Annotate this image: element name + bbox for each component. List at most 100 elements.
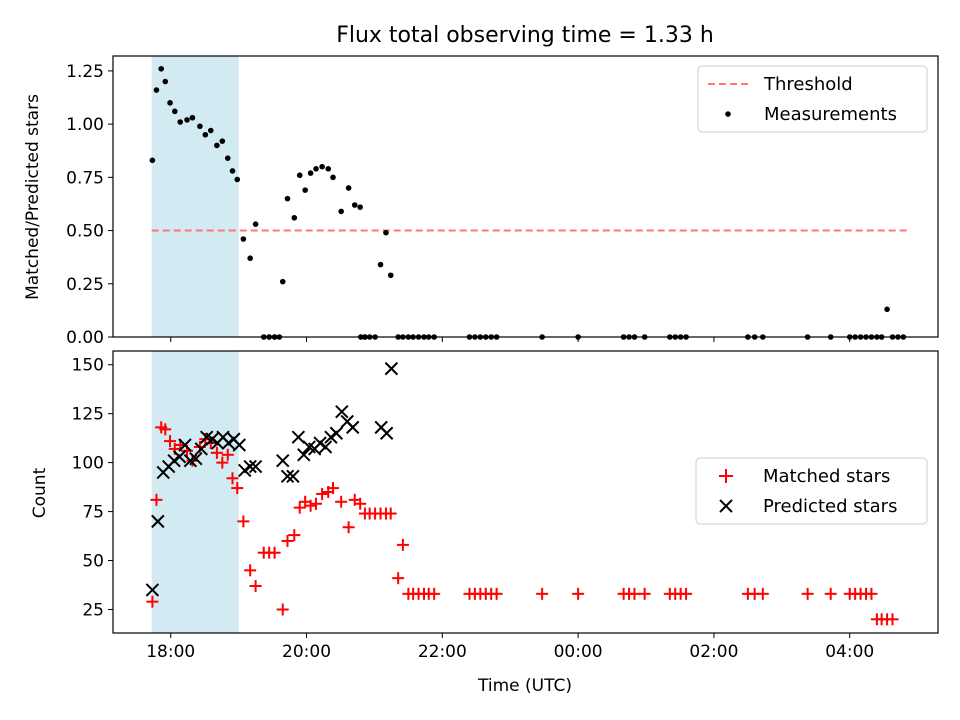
measurement-point xyxy=(153,87,160,93)
measurement-point xyxy=(357,204,363,210)
x-tick-label: 18:00 xyxy=(146,642,195,662)
bottom-observing-span xyxy=(151,351,239,633)
measurement-point xyxy=(307,170,314,176)
predicted-star-point xyxy=(286,469,300,484)
measurement-point xyxy=(302,187,308,193)
predicted-stars-legend-swatch xyxy=(719,499,733,513)
matched-star-point xyxy=(396,538,409,551)
measurement-point xyxy=(202,131,209,138)
measurement-point xyxy=(162,78,169,85)
x-tick-label: 04:00 xyxy=(825,642,874,662)
predicted-star-point xyxy=(297,448,311,462)
matched-star-point xyxy=(428,587,441,600)
measurement-point xyxy=(325,166,332,172)
matched-star-point xyxy=(231,482,244,495)
measurement-point xyxy=(387,272,394,279)
measurement-point xyxy=(345,185,352,191)
matched-star-point xyxy=(638,587,651,600)
measurement-point xyxy=(247,255,253,262)
predicted-star-point xyxy=(194,442,208,456)
y-tick-label: 0.00 xyxy=(66,328,104,348)
matched-star-point xyxy=(310,497,323,510)
measurement-point xyxy=(149,157,156,164)
bottom-y-axis-ticks: 25 50 75 100 125 150 xyxy=(72,356,113,621)
y-tick-label: 75 xyxy=(82,503,104,523)
measurement-point xyxy=(279,278,286,285)
measurement-point xyxy=(219,138,226,144)
y-tick-label: 0.25 xyxy=(66,275,104,295)
measurements-legend-swatch xyxy=(725,111,731,117)
predicted-star-point xyxy=(318,440,333,454)
measurement-point xyxy=(171,108,178,115)
top-chart-title: Flux total observing time = 1.33 h xyxy=(336,23,714,48)
bottom-axes-frame xyxy=(112,350,939,634)
matched-star-point xyxy=(354,497,367,510)
measurement-point xyxy=(291,214,298,221)
measurement-point xyxy=(338,208,344,215)
measurement-point xyxy=(189,114,196,121)
matched-star-point xyxy=(237,515,250,528)
x-tick-label: 00:00 xyxy=(554,642,603,662)
top-legend-box xyxy=(697,65,928,133)
measurement-point xyxy=(296,172,303,179)
measurement-point xyxy=(377,261,384,268)
measurement-point xyxy=(383,229,389,236)
matched-star-point xyxy=(146,595,159,608)
matched-stars-legend-label: Matched stars xyxy=(763,466,890,487)
measurement-point xyxy=(234,176,241,183)
measurement-point xyxy=(884,306,890,313)
matched-star-point xyxy=(490,587,503,600)
matched-star-point xyxy=(680,587,693,600)
predicted-star-point xyxy=(189,452,203,466)
predicted-stars-legend-label: Predicted stars xyxy=(763,496,897,517)
matched-star-point xyxy=(226,472,239,485)
predicted-star-point xyxy=(178,438,192,452)
predicted-star-point xyxy=(280,469,295,484)
matched-star-point xyxy=(316,487,329,500)
measurement-point xyxy=(207,127,214,134)
measurement-point xyxy=(284,195,291,202)
predicted-star-point xyxy=(276,453,290,468)
matched-star-point xyxy=(164,435,177,448)
matched-star-point xyxy=(249,580,262,592)
x-tick-label: 20:00 xyxy=(282,642,331,662)
matched-star-point xyxy=(327,482,339,495)
top-y-axis-ticks: 0.00 0.25 0.50 0.75 1.00 1.25 xyxy=(66,62,113,348)
predicted-star-point xyxy=(335,405,349,419)
predicted-star-point xyxy=(145,583,160,597)
matched-star-point xyxy=(210,446,223,459)
measurement-point xyxy=(351,202,358,208)
y-tick-label: 150 xyxy=(72,356,104,376)
matched-star-point xyxy=(536,587,549,600)
measurement-point xyxy=(330,174,336,181)
y-tick-label: 125 xyxy=(72,405,104,425)
matched-star-point xyxy=(293,501,306,514)
measurement-point xyxy=(229,168,236,174)
measurement-point xyxy=(158,65,165,72)
y-tick-label: 25 xyxy=(82,601,104,621)
matched-star-point xyxy=(304,499,317,512)
predicted-star-point xyxy=(329,426,344,440)
predicted-star-point xyxy=(151,514,165,529)
threshold-legend-label: Threshold xyxy=(763,74,853,95)
bottom-x-axis-ticks: 18:00 20:00 22:00 00:00 02:00 04:00 xyxy=(146,633,874,662)
matched-star-point xyxy=(384,507,397,520)
matched-star-point xyxy=(244,564,257,577)
y-tick-label: 50 xyxy=(82,552,104,572)
matched-star-point xyxy=(288,529,301,542)
predicted-star-point xyxy=(291,430,306,444)
measurement-point xyxy=(319,163,325,170)
matched-star-point xyxy=(342,521,355,534)
x-axis-label: Time (UTC) xyxy=(477,676,572,696)
matched-star-point xyxy=(886,613,899,626)
x-tick-label: 02:00 xyxy=(689,642,738,662)
top-axes-frame xyxy=(112,55,939,338)
predicted-star-point xyxy=(379,426,394,440)
measurement-point xyxy=(184,117,190,123)
predicted-star-point xyxy=(345,420,360,435)
matched-star-point xyxy=(281,534,294,547)
measurement-point xyxy=(313,166,319,172)
matched-star-point xyxy=(572,587,585,600)
matched-star-point xyxy=(628,587,641,600)
